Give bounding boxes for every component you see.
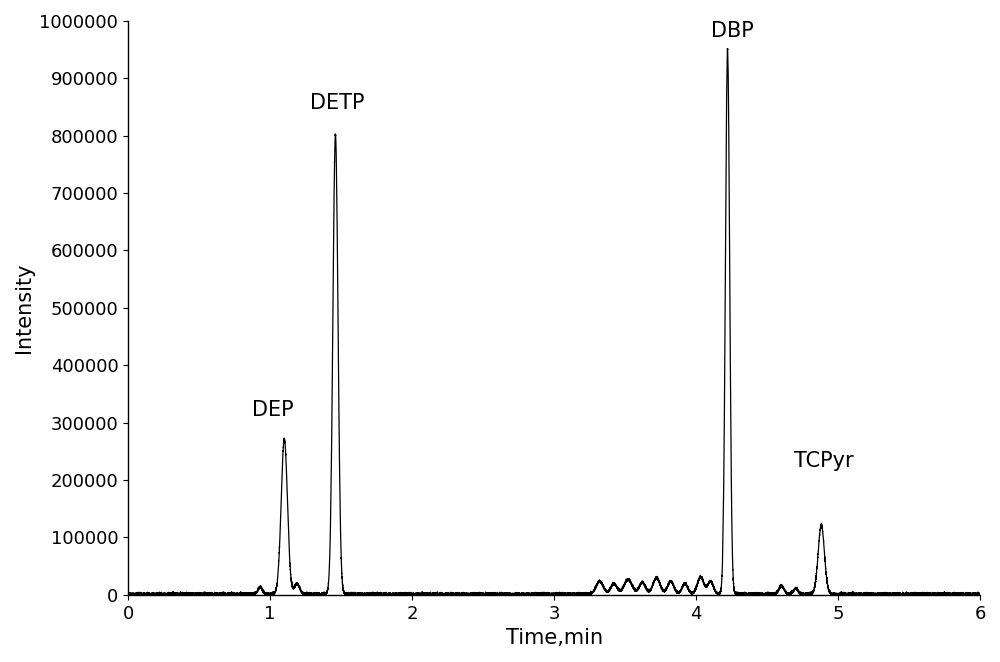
Text: DETP: DETP xyxy=(310,93,364,113)
X-axis label: Time,min: Time,min xyxy=(506,628,603,648)
Text: DEP: DEP xyxy=(252,400,293,420)
Y-axis label: Intensity: Intensity xyxy=(14,263,34,353)
Text: TCPyr: TCPyr xyxy=(794,451,854,471)
Text: DBP: DBP xyxy=(711,21,753,41)
